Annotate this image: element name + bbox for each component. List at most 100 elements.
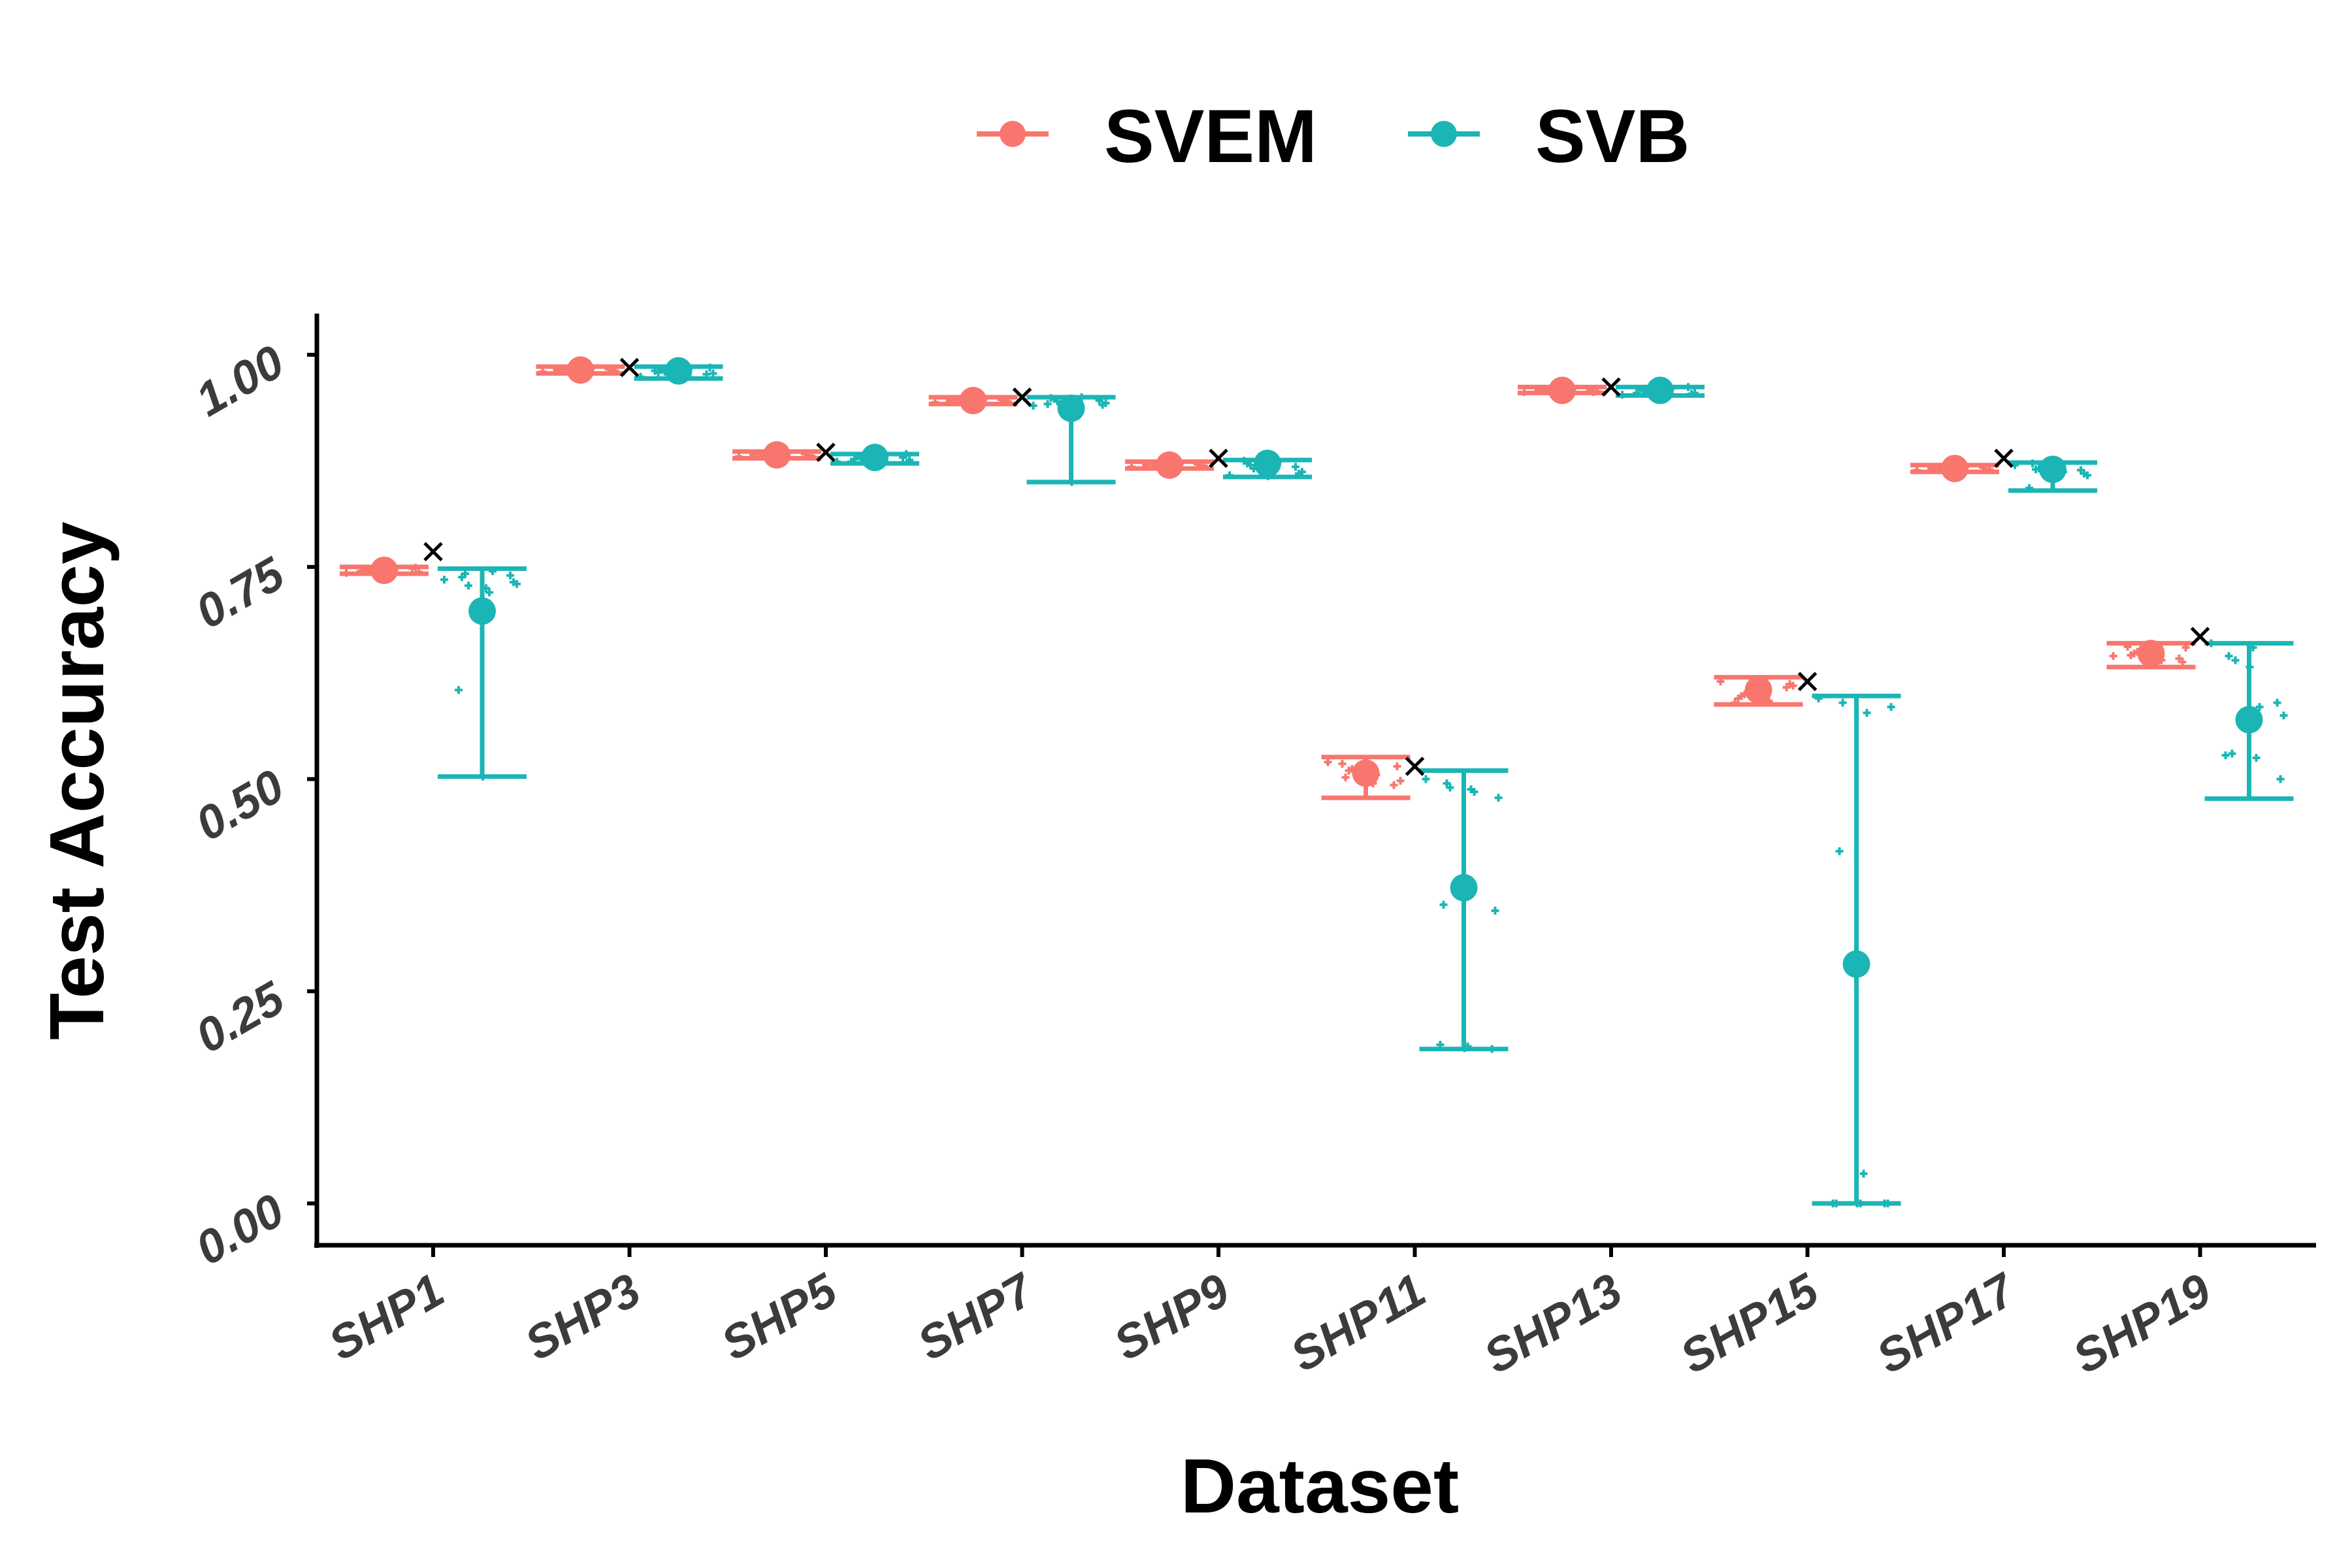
svb-group-shp7 bbox=[1026, 393, 1116, 486]
svem-point bbox=[2175, 655, 2183, 663]
svem-group-shp15 bbox=[1714, 675, 1803, 707]
svem-mean-point bbox=[370, 556, 398, 584]
svb-mean-point bbox=[1057, 394, 1085, 422]
svem-mean-point bbox=[1744, 676, 1772, 704]
svb-point bbox=[1835, 847, 1844, 855]
svb-mean-point bbox=[1646, 376, 1674, 404]
svem-mean-point bbox=[1941, 455, 1968, 483]
svem-mean-point bbox=[959, 387, 987, 415]
legend: SVEM SVB bbox=[977, 95, 1690, 178]
svb-point bbox=[1043, 400, 1052, 408]
svem-point bbox=[1393, 762, 1401, 771]
svb-point bbox=[2273, 698, 2281, 707]
svb-point bbox=[2279, 711, 2288, 720]
svb-point bbox=[1863, 709, 1871, 717]
svb-group-shp9 bbox=[1223, 449, 1312, 480]
svem-mean-point bbox=[2137, 640, 2165, 668]
svb-point bbox=[2231, 656, 2240, 664]
svb-point bbox=[2276, 775, 2285, 783]
legend-label-svb: SVB bbox=[1535, 95, 1690, 178]
svem-group-shp1 bbox=[340, 556, 429, 584]
svb-point bbox=[1446, 783, 1454, 792]
svem-point bbox=[1324, 758, 1332, 766]
svb-mean-point bbox=[1842, 950, 1870, 978]
svem-point bbox=[1782, 683, 1791, 692]
reference-x-marker bbox=[816, 442, 836, 463]
svb-point bbox=[1439, 900, 1448, 909]
svem-group-shp5 bbox=[732, 441, 821, 469]
svb-point bbox=[1443, 779, 1451, 787]
svb-group-shp19 bbox=[2204, 639, 2294, 801]
svb-point bbox=[1467, 785, 1475, 794]
svem-group-shp17 bbox=[1910, 455, 1999, 483]
y-axis-title: Test Accuracy bbox=[34, 521, 120, 1040]
svem-mean-point bbox=[566, 356, 595, 384]
reference-x-marker bbox=[619, 357, 640, 378]
svb-point bbox=[1292, 463, 1299, 471]
svem-group-shp7 bbox=[928, 387, 1018, 415]
svb-point bbox=[1887, 703, 1895, 711]
svb-point bbox=[1098, 400, 1107, 409]
svb-point bbox=[1494, 794, 1503, 802]
svb-point bbox=[1838, 698, 1847, 707]
reference-x-marker bbox=[1405, 757, 1425, 776]
svem-group-shp11 bbox=[1321, 755, 1411, 800]
svb-group-shp13 bbox=[1616, 376, 1705, 404]
svb-point bbox=[2221, 751, 2230, 760]
svb-point bbox=[510, 578, 517, 587]
svb-group-shp1 bbox=[438, 566, 527, 781]
svb-mean-point bbox=[468, 597, 496, 625]
svem-point bbox=[1338, 760, 1347, 768]
svem-mean-point bbox=[1352, 759, 1380, 787]
svb-mean-point bbox=[2039, 455, 2066, 483]
svb-point bbox=[485, 588, 493, 596]
svb-mean-point bbox=[2235, 706, 2263, 734]
svem-point bbox=[1341, 773, 1350, 781]
legend-dot-svem bbox=[1000, 121, 1026, 147]
svb-point bbox=[465, 581, 472, 590]
reference-x-marker bbox=[1601, 377, 1621, 397]
svb-point bbox=[2255, 703, 2264, 711]
svem-point bbox=[1734, 694, 1742, 703]
svem-point bbox=[1345, 766, 1353, 775]
legend-item-svem: SVEM bbox=[977, 95, 1317, 178]
svem-point bbox=[1396, 777, 1405, 785]
svem-point bbox=[2127, 651, 2135, 659]
reference-x-marker bbox=[1209, 448, 1228, 468]
svb-point bbox=[440, 576, 448, 584]
svb-point bbox=[1491, 906, 1499, 915]
svb-point bbox=[458, 573, 466, 581]
reference-x-marker bbox=[2190, 627, 2210, 647]
reference-x-marker bbox=[1012, 387, 1032, 407]
svb-point bbox=[1422, 775, 1430, 783]
legend-item-svb: SVB bbox=[1408, 95, 1690, 178]
svb-point bbox=[2252, 754, 2261, 762]
svem-mean-point bbox=[763, 441, 791, 469]
reference-x-marker bbox=[1994, 448, 2014, 468]
plot-marks bbox=[340, 356, 2294, 1207]
svem-group-shp13 bbox=[1518, 376, 1607, 404]
svb-group-shp3 bbox=[634, 357, 723, 385]
svb-mean-point bbox=[1450, 874, 1478, 902]
svb-point bbox=[1859, 1169, 1868, 1178]
svb-group-shp11 bbox=[1419, 768, 1509, 1053]
legend-label-svem: SVEM bbox=[1104, 95, 1317, 178]
svb-mean-point bbox=[861, 444, 889, 472]
svem-point bbox=[1390, 781, 1398, 789]
svb-group-shp15 bbox=[1812, 693, 1901, 1207]
x-axis-title: Dataset bbox=[1181, 1443, 1459, 1529]
svb-point bbox=[2228, 749, 2236, 758]
svb-mean-point bbox=[1254, 449, 1281, 478]
svb-group-shp5 bbox=[830, 444, 919, 472]
svem-mean-point bbox=[1548, 376, 1576, 404]
svb-group-shp17 bbox=[2008, 455, 2097, 493]
svem-group-shp3 bbox=[536, 356, 625, 384]
svb-point bbox=[2032, 465, 2040, 474]
svb-mean-point bbox=[664, 357, 693, 385]
svem-mean-point bbox=[1156, 451, 1183, 479]
reference-x-marker bbox=[423, 542, 443, 562]
svb-point bbox=[506, 571, 514, 580]
svem-point bbox=[2109, 652, 2117, 661]
svb-point bbox=[2077, 466, 2085, 474]
